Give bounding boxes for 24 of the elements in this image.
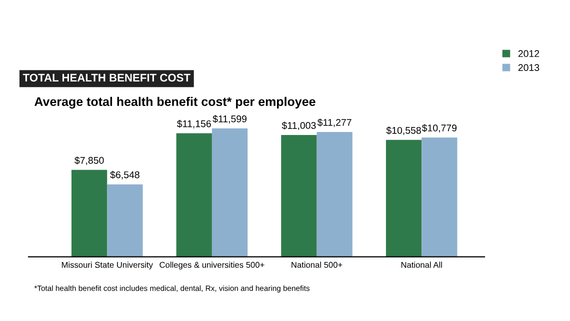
data-label: $11,003 bbox=[282, 122, 316, 130]
data-label: $10,558 bbox=[386, 126, 421, 135]
bar bbox=[71, 170, 108, 257]
x-tick-label: National All bbox=[401, 262, 442, 268]
bar bbox=[176, 133, 212, 257]
bar bbox=[386, 140, 422, 257]
x-tick-label: National 500+ bbox=[292, 262, 342, 268]
bar bbox=[316, 132, 352, 257]
data-label: $11,277 bbox=[317, 118, 352, 128]
data-label: $11,156 bbox=[177, 120, 211, 128]
legend-label: 2013 bbox=[518, 64, 540, 72]
chart-subtitle: Average total health benefit cost* per employee bbox=[34, 96, 316, 109]
bar bbox=[107, 184, 143, 257]
data-label: $6,548 bbox=[110, 170, 140, 180]
x-tick-label: Colleges & universities 500+ bbox=[160, 262, 264, 270]
chart-title: TOTAL HEALTH BENEFIT COST bbox=[22, 74, 190, 82]
bar bbox=[281, 135, 317, 257]
data-label: $10,779 bbox=[422, 124, 457, 133]
data-label: $7,850 bbox=[74, 156, 104, 165]
data-label: $11,599 bbox=[212, 115, 247, 124]
bar bbox=[422, 137, 458, 257]
legend-label: 2012 bbox=[518, 50, 540, 58]
x-tick-label: Missouri State University bbox=[62, 262, 153, 270]
bar bbox=[212, 128, 248, 257]
